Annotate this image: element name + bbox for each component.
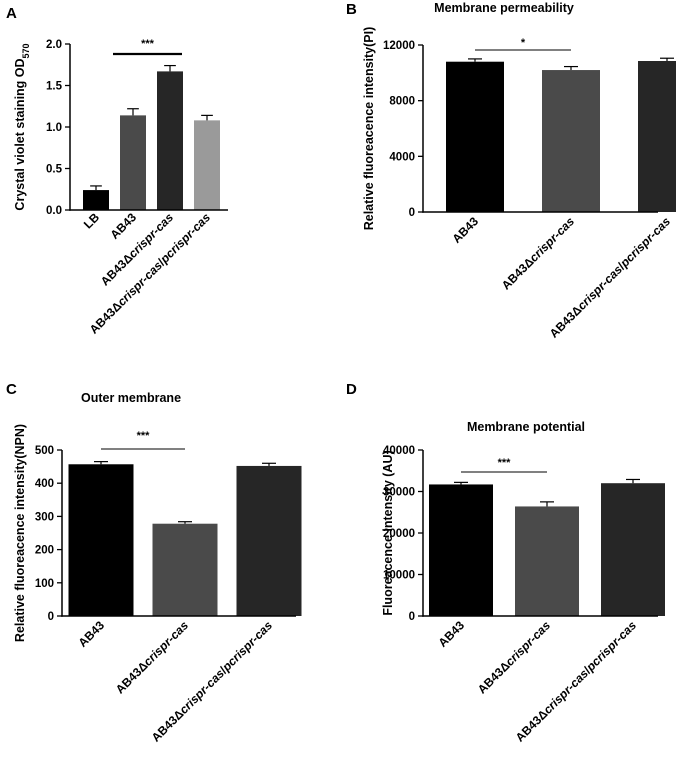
y-tick-label: 300	[35, 511, 54, 523]
y-tick-label: 4000	[389, 151, 415, 163]
panel-letter: B	[346, 1, 357, 18]
category-label-italic: crispr-cas	[177, 666, 228, 717]
y-axis-label: Fluoreacence intensity (AU)	[381, 450, 395, 615]
y-tick-label: 100	[35, 578, 54, 590]
category-label-text: AB43	[76, 618, 108, 650]
y-tick-label: 1.0	[46, 122, 62, 134]
chart-title: Membrane permeability	[434, 1, 574, 15]
y-tick-label: 40000	[383, 445, 415, 457]
panel-c: C Outer membrane Relative fluoreacence int…	[6, 381, 302, 745]
y-axis-label-text: Fluoreacence intensity (AU)	[381, 450, 395, 615]
bar	[429, 484, 493, 616]
y-axis-label-text: Relative fluoreacence intensity(PI)	[362, 27, 376, 231]
panel-a: A Crystal violet staining OD570 0.0 0.5 1.0 1…	[6, 5, 228, 337]
panel-letter: A	[6, 5, 17, 22]
panel-letter: D	[346, 381, 357, 398]
bar	[542, 70, 600, 212]
category-label: AB43Δcrispr-cas	[113, 618, 191, 696]
y-axis-label: Relative fluoreacence intensity(PI)	[362, 27, 376, 231]
bar	[638, 61, 676, 212]
y-tick-label: 500	[35, 445, 54, 457]
y-axis-label: Crystal violet staining OD570	[13, 43, 31, 210]
bar	[601, 483, 665, 616]
bar	[236, 465, 302, 616]
y-tick-label: 200	[35, 545, 54, 557]
category-label: LB	[81, 210, 102, 231]
bar	[194, 120, 220, 210]
y-tick-label: 8000	[389, 96, 415, 108]
category-label: AB43Δcrispr-cas	[499, 214, 577, 292]
category-label-text: AB43	[450, 214, 482, 246]
chart-title: Outer membrane	[81, 391, 181, 405]
significance-label: ***	[137, 430, 151, 442]
category-label-italic: crispr-cas	[527, 214, 578, 265]
bar	[446, 61, 504, 213]
bar	[120, 115, 146, 210]
bar	[515, 506, 579, 616]
category-label-italic: pcrispr-cas	[219, 618, 276, 675]
significance-label: ***	[141, 38, 155, 50]
significance-label: *	[521, 37, 526, 49]
category-label-text: AB43	[436, 618, 468, 650]
category-label-italic: crispr-cas	[141, 618, 192, 669]
y-axis-label-text: Crystal violet staining OD	[13, 58, 27, 210]
significance-label: ***	[498, 457, 512, 469]
category-label-italic: crispr-cas	[575, 262, 626, 313]
y-tick-label: 0	[409, 207, 415, 219]
y-tick-label: 0	[48, 611, 54, 623]
y-axis-label-text: Relative fluoreacence intensity(NPN)	[13, 424, 27, 642]
y-axis-label: Relative fluoreacence intensity(NPN)	[13, 424, 27, 642]
bar	[68, 464, 134, 616]
category-label: AB43	[108, 210, 140, 242]
y-tick-label: 0.5	[46, 164, 63, 176]
category-label-text: AB43	[108, 210, 140, 242]
y-tick-label: 2.0	[46, 39, 62, 51]
category-label-italic: pcrispr-cas	[617, 214, 674, 271]
category-label: AB43Δcrispr-cas	[475, 618, 553, 696]
panel-d: D Membrane potential Fluoreacence intensit…	[346, 381, 665, 745]
chart-title: Membrane potential	[467, 420, 585, 434]
category-label-text: LB	[81, 210, 102, 231]
y-tick-label: 400	[35, 478, 54, 490]
category-label: AB43	[450, 214, 482, 246]
y-tick-label: 0	[409, 611, 415, 623]
bar	[152, 523, 218, 616]
category-label: AB43	[436, 618, 468, 650]
y-tick-label: 1.5	[46, 81, 63, 93]
category-label-italic: pcrispr-cas	[583, 618, 640, 675]
panel-letter: C	[6, 381, 17, 398]
y-tick-label: 20000	[383, 528, 415, 540]
bar	[157, 71, 183, 210]
panel-b: B Membrane permeability Relative fluoreace…	[346, 1, 676, 341]
y-tick-label: 12000	[383, 40, 415, 52]
y-tick-label: 10000	[383, 570, 415, 582]
category-label-italic: crispr-cas	[503, 618, 554, 669]
category-label-italic: crispr-cas	[541, 666, 592, 717]
y-tick-label: 30000	[383, 487, 415, 499]
y-axis-label-subscript: 570	[21, 43, 31, 58]
y-tick-label: 0.0	[46, 205, 62, 217]
bar	[83, 190, 109, 210]
category-label: AB43	[76, 618, 108, 650]
